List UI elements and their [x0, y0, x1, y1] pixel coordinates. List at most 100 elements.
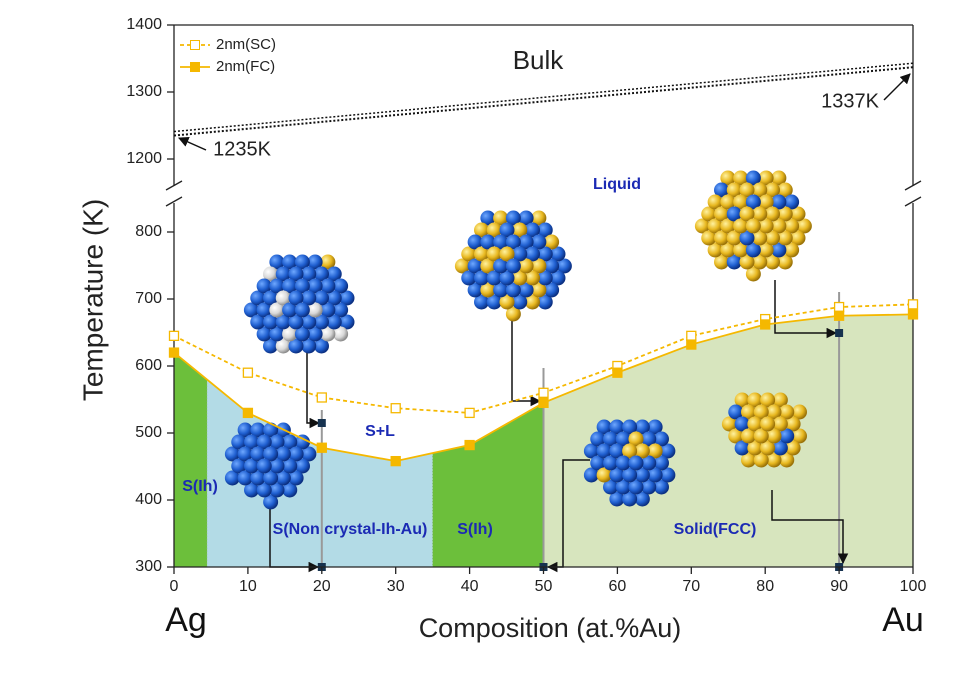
- atom: [777, 230, 793, 246]
- atom: [275, 338, 291, 354]
- atom: [641, 431, 657, 447]
- atom: [747, 440, 763, 456]
- atom: [499, 246, 515, 262]
- atom: [301, 446, 317, 462]
- atom: [333, 278, 349, 294]
- atom: [544, 234, 560, 250]
- atom: [734, 416, 750, 432]
- atom: [461, 270, 477, 286]
- pointer-marker: [835, 329, 844, 337]
- atom: [326, 290, 342, 306]
- atom: [474, 294, 489, 310]
- atom: [282, 434, 298, 450]
- y-tick-label: 500: [135, 424, 162, 441]
- atom: [741, 452, 756, 468]
- atom: [733, 170, 749, 186]
- atom: [622, 419, 638, 435]
- atom: [641, 455, 657, 471]
- atom: [269, 302, 285, 318]
- axis-break: [904, 180, 922, 191]
- atom: [779, 404, 795, 420]
- atom: [537, 222, 553, 238]
- atom: [282, 326, 298, 342]
- atom: [603, 431, 618, 447]
- atom: [486, 246, 502, 262]
- atom: [609, 491, 625, 507]
- y-tick-label: 1300: [126, 83, 162, 100]
- region-label: Solid(FCC): [674, 521, 757, 538]
- atom: [714, 254, 729, 270]
- atom: [326, 314, 342, 330]
- atom: [733, 242, 749, 258]
- axis-break: [165, 196, 183, 207]
- atom: [307, 278, 323, 294]
- atom: [518, 234, 534, 250]
- atom: [480, 282, 496, 298]
- atom: [263, 266, 278, 282]
- atom: [263, 494, 279, 510]
- atom: [301, 290, 317, 306]
- atom: [269, 278, 285, 294]
- atom: [256, 302, 272, 318]
- atom: [660, 443, 676, 459]
- atom: [525, 246, 540, 262]
- x-tick-label: 20: [313, 578, 331, 595]
- atom: [760, 392, 776, 408]
- atom: [263, 338, 278, 354]
- point: [168, 330, 180, 342]
- atom: [752, 230, 768, 246]
- atom: [505, 306, 521, 322]
- atom: [792, 404, 807, 420]
- y-tick-label: 400: [135, 491, 162, 508]
- atom: [550, 270, 566, 286]
- point: [538, 397, 549, 409]
- atom: [250, 314, 266, 330]
- atom: [512, 270, 528, 286]
- atom: [250, 446, 266, 462]
- bulk-line: [173, 66, 914, 137]
- atom: [622, 491, 638, 507]
- atom: [766, 428, 782, 444]
- atom: [531, 258, 547, 274]
- atom: [720, 194, 736, 210]
- atom: [486, 222, 502, 238]
- atom: [745, 266, 761, 282]
- atom: [512, 246, 528, 262]
- atom: [728, 404, 744, 420]
- annotation: 1235K: [213, 138, 271, 160]
- atom: [333, 326, 349, 342]
- y-tick-label: 1200: [126, 150, 162, 167]
- atom: [714, 230, 729, 246]
- decorations: [178, 73, 911, 573]
- annotation-arrow: [883, 73, 911, 101]
- legend-label: 2nm(FC): [216, 58, 275, 75]
- atom: [753, 404, 769, 420]
- atom: [590, 455, 606, 471]
- atom: [263, 290, 278, 306]
- atom: [243, 302, 259, 318]
- x-tick-label: 90: [830, 578, 848, 595]
- atom: [609, 467, 625, 483]
- atom: [256, 434, 272, 450]
- region-label: S(Non crystal-Ih-Au): [273, 521, 428, 538]
- atom: [758, 194, 774, 210]
- atom: [244, 458, 259, 474]
- atom: [628, 455, 644, 471]
- atom: [294, 254, 310, 270]
- point: [390, 403, 401, 414]
- atom: [615, 455, 631, 471]
- x-tick-label: 10: [239, 578, 257, 595]
- atom: [747, 392, 763, 408]
- atom: [269, 434, 285, 450]
- axis-break: [165, 180, 183, 191]
- atom: [282, 254, 298, 270]
- atom: [784, 194, 800, 210]
- x-tick-label: 60: [609, 578, 627, 595]
- point: [907, 309, 919, 320]
- atom: [250, 470, 266, 486]
- atom: [714, 182, 729, 198]
- atom: [525, 294, 540, 310]
- atom: [301, 338, 317, 354]
- atom: [641, 479, 657, 495]
